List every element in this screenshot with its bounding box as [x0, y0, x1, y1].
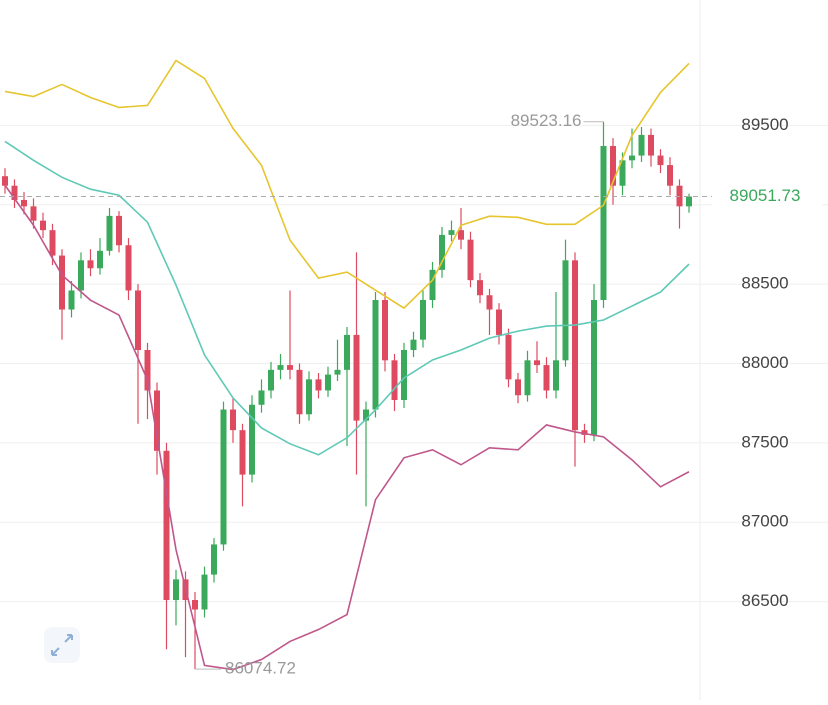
y-tick-label: 87500: [741, 432, 788, 451]
candle-body: [667, 165, 673, 186]
candle-body: [486, 295, 493, 310]
candle-body: [59, 255, 65, 310]
candle-body: [268, 369, 274, 391]
candle-body: [211, 544, 217, 575]
candle-body: [220, 409, 227, 545]
candle-body: [201, 574, 208, 610]
candle-body: [467, 239, 474, 281]
candle-body: [68, 290, 75, 310]
candle-body: [543, 365, 550, 391]
candle-body: [363, 409, 369, 421]
candle-body: [382, 300, 388, 361]
candle-body: [638, 134, 645, 156]
expand-button[interactable]: [44, 627, 80, 663]
band-line: [4, 140, 690, 456]
candle-body: [420, 300, 426, 340]
candle-body: [505, 334, 512, 380]
candle-body: [306, 379, 312, 415]
candle-body: [344, 334, 350, 370]
candle-body: [296, 369, 303, 415]
candle-body: [448, 230, 455, 235]
y-tick-label: 89500: [741, 115, 788, 134]
candle-body: [315, 379, 322, 391]
candle-body: [353, 334, 360, 421]
candle-body: [163, 450, 170, 600]
candle-body: [496, 309, 502, 335]
expand-arrows[interactable]: [51, 634, 73, 656]
max-label: 89523.16: [511, 111, 582, 130]
candle-body: [686, 196, 692, 207]
candle-body: [657, 155, 664, 166]
candle-body: [97, 250, 103, 269]
y-tick-label: 87000: [741, 512, 788, 531]
candle-body: [553, 360, 559, 391]
candle-body: [125, 245, 132, 291]
candle-body: [429, 269, 436, 300]
candle-body: [239, 430, 246, 475]
candle-body: [477, 280, 483, 296]
band-line: [4, 59, 690, 310]
candle-body: [2, 176, 8, 186]
candle-body: [277, 365, 284, 370]
candle-body: [372, 300, 379, 410]
candle-body: [258, 390, 265, 405]
min-label: 86074.72: [225, 659, 296, 678]
y-tick-label: 88500: [741, 274, 788, 293]
candle-body: [287, 365, 293, 370]
candle-body: [562, 260, 569, 361]
candle-body: [401, 350, 407, 400]
candle-body: [21, 200, 27, 207]
candle-body: [610, 146, 616, 186]
candle-body: [619, 160, 626, 186]
candle-body: [325, 374, 331, 391]
last-price-box: [712, 182, 822, 211]
candle-body: [676, 185, 683, 207]
expand-icon[interactable]: [44, 627, 80, 663]
candle-body: [410, 339, 417, 350]
candle-body: [600, 146, 607, 300]
last-price-label: 89051.73: [730, 186, 801, 205]
candle-body: [591, 300, 597, 435]
candle-body: [40, 220, 46, 231]
candle-body: [135, 290, 141, 350]
candle-body: [116, 215, 122, 246]
candle-body: [572, 260, 578, 431]
candle-body: [11, 185, 18, 200]
candle-body: [515, 379, 521, 396]
candle-body: [249, 404, 255, 475]
candle-body: [154, 390, 160, 451]
candle-body: [30, 206, 37, 221]
candle-body: [629, 155, 635, 161]
candle-body: [173, 579, 179, 600]
candle-body: [78, 260, 84, 291]
candle-body: [391, 360, 398, 400]
candle-body: [192, 600, 198, 610]
candle-body: [439, 234, 445, 270]
candle-body: [334, 369, 341, 375]
candle-body: [230, 409, 236, 431]
y-tick-label: 86500: [741, 591, 788, 610]
y-tick-label: 88000: [741, 353, 788, 372]
candle-body: [144, 350, 151, 391]
candle-body: [534, 360, 540, 366]
band-line: [4, 184, 690, 671]
candle-body: [49, 230, 56, 256]
candle-body: [87, 260, 94, 269]
candle-body: [581, 430, 588, 435]
candle-body: [524, 360, 531, 396]
candle-body: [648, 134, 654, 156]
candle-body: [106, 215, 113, 251]
candle-body: [458, 230, 464, 240]
